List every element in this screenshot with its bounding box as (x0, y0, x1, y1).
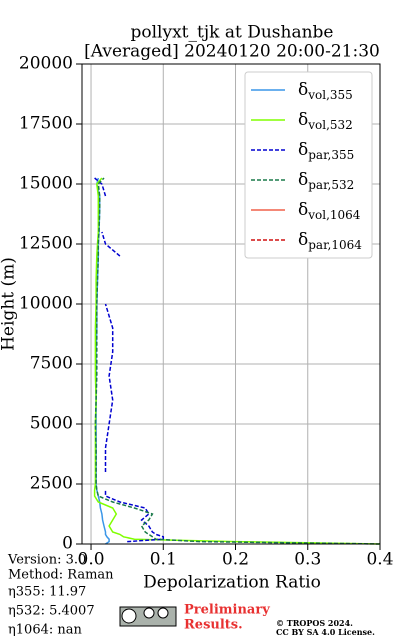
preliminary: Results. (184, 618, 243, 633)
legend-label: δpar,532 (298, 170, 354, 192)
y-tick-label: 5000 (30, 414, 73, 434)
x-tick-label: 0.0 (78, 550, 105, 570)
legend-label: δpar,355 (298, 140, 354, 162)
legend-label: δvol,1064 (298, 200, 361, 222)
chart-subtitle: [Averaged] 20240120 20:00-21:30 (84, 42, 380, 62)
plot-frame (81, 63, 381, 545)
y-tick-label: 20000 (19, 54, 73, 74)
x-axis-label: Depolarization Ratio (143, 573, 321, 593)
y-tick-label: 15000 (19, 174, 73, 194)
legend-label: δvol,532 (298, 110, 353, 132)
profile-line (94, 177, 165, 543)
copyright: CC BY SA 4.0 License. (276, 627, 375, 637)
footer-text: Method: Raman (8, 568, 114, 583)
y-tick-label: 0 (62, 534, 73, 554)
footer-text: η532: 5.4007 (8, 604, 95, 619)
legend: δvol,355 δvol,532 δpar,355 δpar,532 δvol,106… (244, 71, 373, 259)
legend-label: δvol,355 (298, 80, 353, 102)
legend-box (244, 71, 373, 259)
footer-text: Version: 3.0 (7, 553, 86, 568)
x-tick-label: 0.1 (150, 550, 177, 570)
copyright: © TROPOS 2024. (276, 618, 353, 628)
y-tick-label: 2500 (30, 474, 73, 494)
y-tick-label: 17500 (19, 114, 73, 134)
chart-title: pollyxt_tjk at Dushanbe (131, 23, 334, 43)
x-tick-label: 0.4 (366, 550, 393, 570)
preliminary: Preliminary (184, 603, 270, 618)
footer-text: η355: 11.97 (8, 585, 86, 600)
cc-logo (119, 606, 177, 627)
footer-text: η1064: nan (8, 623, 83, 638)
y-tick-label: 12500 (19, 234, 73, 254)
x-tick-label: 0.2 (222, 550, 249, 570)
y-tick-label: 10000 (19, 294, 73, 314)
profile-line (93, 177, 381, 545)
legend-label: δpar,1064 (298, 230, 362, 252)
profile-line (94, 177, 381, 545)
x-tick-label: 0.3 (294, 550, 321, 570)
y-axis-label: Height (m) (0, 257, 19, 351)
y-tick-label: 7500 (30, 354, 73, 374)
